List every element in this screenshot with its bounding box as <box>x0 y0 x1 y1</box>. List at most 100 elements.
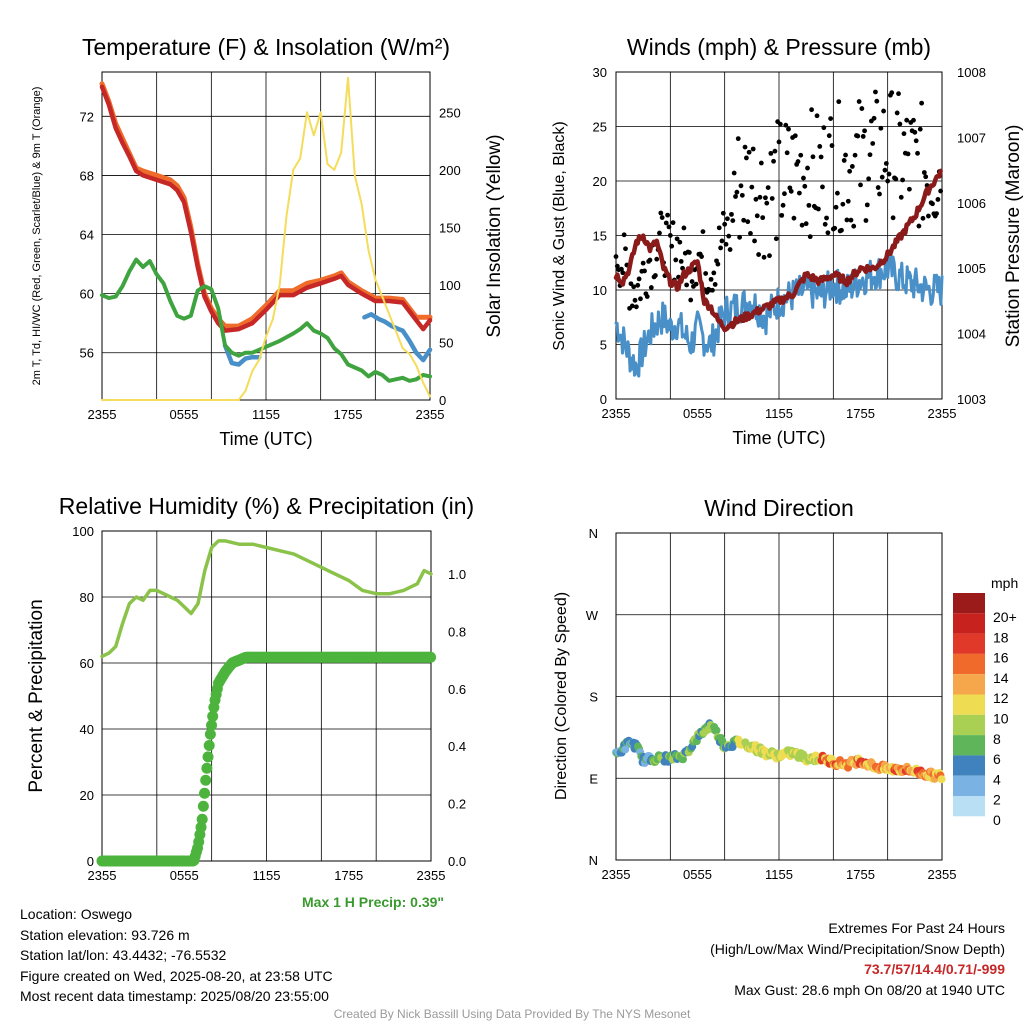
figure-created: Figure created on Wed, 2025-08-20, at 23… <box>20 967 333 984</box>
gust-point <box>686 250 692 255</box>
gust-point <box>772 148 778 154</box>
gust-point <box>815 206 821 212</box>
precip-point <box>206 719 218 731</box>
gust-point <box>926 213 931 219</box>
y-tick-label: 20 <box>80 788 94 803</box>
gust-point <box>737 234 743 240</box>
gust-point <box>917 126 923 132</box>
gust-point <box>806 202 812 208</box>
temperature-series-line <box>222 343 262 367</box>
gust-point <box>841 158 847 163</box>
gust-point <box>673 257 679 263</box>
gust-point <box>871 115 877 121</box>
gust-point <box>779 212 785 218</box>
gust-point <box>847 168 853 174</box>
precip-point <box>202 751 214 763</box>
precip-point <box>196 813 208 825</box>
gust-point <box>883 161 889 166</box>
gust-point <box>619 266 624 272</box>
gust-point <box>893 176 899 182</box>
y-tick-label: 60 <box>80 287 94 302</box>
chart-title: Temperature (F) & Insolation (W/m²) <box>82 34 450 60</box>
humidity-line <box>100 539 433 659</box>
max-gust: Max Gust: 28.6 mph On 08/20 at 1940 UTC <box>734 981 1005 998</box>
gust-point <box>632 297 638 303</box>
y-tick-label: 68 <box>80 168 94 183</box>
gust-point <box>798 152 804 158</box>
station-info: Location: Oswego Station elevation: 93.7… <box>20 904 333 1007</box>
gust-point <box>894 110 900 116</box>
gust-point <box>711 270 717 276</box>
gust-point <box>858 182 863 188</box>
legend-swatch <box>953 633 985 654</box>
gust-point <box>730 218 736 224</box>
gust-point <box>822 221 828 227</box>
gust-point <box>873 89 878 95</box>
gust-point <box>829 143 835 148</box>
station-location: Location: Oswego <box>20 906 133 922</box>
y-tick-label: 25 <box>593 120 607 135</box>
gust-point <box>742 144 748 150</box>
temperature-series-line <box>100 257 432 383</box>
gust-point <box>777 121 783 127</box>
gust-point <box>620 270 626 276</box>
gust-point <box>684 282 690 288</box>
gust-point <box>753 196 759 202</box>
y2-tick-label: 150 <box>439 220 461 235</box>
gust-point <box>768 150 774 156</box>
gust-point <box>663 220 669 226</box>
legend-label: 20+ <box>993 609 1017 625</box>
gust-point <box>757 194 763 200</box>
precip-point <box>425 651 437 663</box>
gust-point <box>658 210 664 216</box>
gust-point <box>863 218 869 223</box>
gust-point <box>621 232 627 238</box>
x-tick-label: 2355 <box>928 406 957 421</box>
legend-label: 14 <box>993 670 1009 686</box>
y-tick-label: W <box>586 608 599 623</box>
temperature-series-line <box>101 76 431 401</box>
gust-point <box>677 239 683 245</box>
gust-point <box>845 198 851 204</box>
gust-point <box>667 233 673 238</box>
gust-point <box>882 167 888 173</box>
gust-point <box>758 160 764 166</box>
y-tick-label: 56 <box>80 346 94 361</box>
y2-tick-label: 0.2 <box>448 797 466 812</box>
x-tick-label: 0555 <box>170 868 199 883</box>
wind-speed-line <box>614 253 944 378</box>
gust-point <box>749 184 755 190</box>
gust-point <box>867 152 873 158</box>
y-tick-label: 40 <box>80 722 94 737</box>
gust-point <box>849 164 855 169</box>
chart-title: Winds (mph) & Pressure (mb) <box>627 34 931 60</box>
gust-point <box>898 194 904 200</box>
gust-point <box>805 165 810 171</box>
gust-point <box>832 225 838 231</box>
station-latlon: Station lat/lon: 43.4432; -76.5532 <box>20 947 227 963</box>
y2-axis-label: Station Pressure (Maroon) <box>1003 125 1024 348</box>
gust-point <box>731 170 737 176</box>
gust-point <box>848 217 854 223</box>
temperature-series-line <box>362 312 433 363</box>
gust-point <box>636 276 642 282</box>
gust-point <box>723 241 729 247</box>
y-tick-label: 60 <box>80 656 94 671</box>
gust-point <box>911 117 916 123</box>
gust-point <box>754 213 760 219</box>
y2-tick-label: 250 <box>439 105 461 120</box>
gust-point <box>921 170 927 175</box>
gust-point <box>746 149 752 155</box>
gust-point <box>623 246 628 252</box>
x-tick-label: 2355 <box>416 407 445 422</box>
gust-point <box>763 195 768 201</box>
gust-point <box>916 223 922 229</box>
gust-point <box>901 131 907 137</box>
legend-label: 16 <box>993 650 1009 666</box>
legend-swatch <box>953 694 985 715</box>
y2-tick-label: 1007 <box>957 130 986 145</box>
y-tick-label: 0 <box>600 392 607 407</box>
y-axis-label: Direction (Colored By Speed) <box>553 592 570 800</box>
x-tick-label: 1755 <box>846 867 875 882</box>
